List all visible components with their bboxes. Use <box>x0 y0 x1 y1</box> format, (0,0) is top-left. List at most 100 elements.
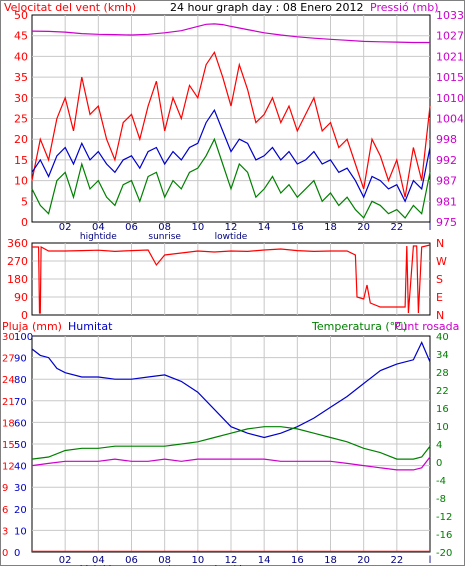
direction-compass-label: W <box>436 255 447 268</box>
temperature-y-tick-label: 10 <box>436 422 449 433</box>
temperature-x-tick-label: 08 <box>158 555 171 566</box>
humidity-y-tick-label: 80 <box>14 375 27 386</box>
direction-degree-label: 360 <box>7 237 28 250</box>
temperature-series-temperature <box>31 426 431 460</box>
pressure-y-ticks: 975 981 987 992 998 1004 1010 1015 1021 1027 1033 <box>436 9 464 229</box>
pressure-y-tick-label: 1010 <box>436 92 464 105</box>
wind-x-annotation: sunrise <box>148 232 181 242</box>
wind-series-avg <box>31 108 431 203</box>
wind-x-tick-label: 12 <box>225 222 238 233</box>
pressure-axis-title: Pressió (mb) <box>370 1 439 14</box>
chart-title: 24 hour graph day : 08 Enero 2012 <box>170 1 364 14</box>
temperature-x-tick-label: l <box>429 555 432 566</box>
direction-degree-label: 90 <box>14 291 28 304</box>
rain-y-tick-label: 18 <box>2 418 15 429</box>
wind-x-tick-label: 14 <box>258 222 271 233</box>
humidity-y-tick-label: 60 <box>14 418 27 429</box>
pressure-y-tick-label: 975 <box>436 216 457 229</box>
humidity-axis-title: Humitat <box>68 320 113 333</box>
rain-y-tick-label: 27 <box>2 354 15 365</box>
wind-y-tick-label: 20 <box>14 133 28 146</box>
wind-y-tick-label: 50 <box>14 9 28 22</box>
pressure-y-tick-label: 1015 <box>436 71 464 84</box>
direction-degree-label: 180 <box>7 273 28 286</box>
pressure-y-tick-label: 998 <box>436 133 457 146</box>
direction-compass-label: N <box>436 237 444 250</box>
temperature-y-tick-label: -20 <box>436 548 452 559</box>
wind-x-tick-label: 04 <box>92 222 105 233</box>
wind-left-axis-title: Velocitat del vent (kmh) <box>4 1 136 14</box>
temperature-y-tick-label: 34 <box>436 350 449 361</box>
direction-series-direction <box>32 244 431 314</box>
humidity-y-ticks: 0 10 20 30 40 50 60 70 80 90 100 <box>14 332 33 559</box>
temperature-x-tick-label: 18 <box>324 555 337 566</box>
temperature-y-tick-label: -4 <box>436 476 446 487</box>
temperature-y-tick-label: -8 <box>436 494 446 505</box>
direction-degree-label: 0 <box>21 309 28 322</box>
temperature-series-dewpoint <box>31 456 431 471</box>
temperature-y-tick-label: -12 <box>436 512 452 523</box>
wind-series-min <box>31 137 431 219</box>
wind-series-pressure <box>31 23 430 44</box>
direction-compass-label: N <box>436 309 444 322</box>
rain-y-ticks: 0 3 6 9 12 15 18 21 24 27 30 <box>2 332 15 559</box>
temperature-series <box>31 341 431 553</box>
direction-compass-label: S <box>436 273 443 286</box>
humidity-y-tick-label: 70 <box>14 397 27 408</box>
temperature-x-tick-label: 22 <box>390 555 403 566</box>
temperature-x-tick-label: 16 <box>291 555 304 566</box>
temperature-y-ticks: -20 -16 -12 -8 -4 0 4 10 16 22 28 34 40 <box>436 332 452 559</box>
wind-x-tick-label: 06 <box>125 222 138 233</box>
wind-y-tick-label: 10 <box>14 175 28 188</box>
wind-x-annotation: hightide <box>80 232 117 242</box>
temperature-y-tick-label: 16 <box>436 404 449 415</box>
temperature-y-tick-label: 22 <box>436 386 449 397</box>
temperature-y-tick-label: 4 <box>436 440 442 451</box>
rain-y-tick-label: 6 <box>2 505 8 516</box>
humidity-y-tick-label: 0 <box>14 548 20 559</box>
temperature-y-tick-label: 0 <box>436 458 442 469</box>
humidity-y-tick-label: 30 <box>14 483 27 494</box>
temperature-x-tick-label: 14 <box>258 555 271 566</box>
direction-degree-ticks: 0 90 180 270 360 <box>7 237 28 322</box>
wind-x-ticks: 02 04 06 08 10 12 14 16 18 20 22 l hightide sunrise lo… <box>59 222 432 242</box>
temperature-series-humidity <box>31 341 431 439</box>
pressure-y-tick-label: 1033 <box>436 9 464 22</box>
wind-y-tick-label: 45 <box>14 30 28 43</box>
rain-y-tick-label: 9 <box>2 483 8 494</box>
wind-pressure-panel: Velocitat del vent (kmh) 24 hour graph d… <box>4 1 464 242</box>
wind-x-tick-label: 22 <box>390 222 403 233</box>
pressure-y-tick-label: 992 <box>436 154 457 167</box>
dewpoint-axis-title: Punt rosada <box>394 320 459 333</box>
temperature-x-tick-label: 04 <box>92 555 105 566</box>
temperature-x-tick-label: 20 <box>357 555 370 566</box>
pressure-y-tick-label: 1021 <box>436 50 464 63</box>
humidity-y-tick-label: 40 <box>14 462 27 473</box>
pressure-y-tick-label: 981 <box>436 195 457 208</box>
wind-x-tick-label: 18 <box>324 222 337 233</box>
wind-y-tick-label: 30 <box>14 92 28 105</box>
wind-x-tick-label: 02 <box>59 222 72 233</box>
wind-y-tick-label: 35 <box>14 71 28 84</box>
wind-y-tick-label: 5 <box>21 195 28 208</box>
rain-y-tick-label: 0 <box>2 548 8 559</box>
wind-x-tick-label: 08 <box>158 222 171 233</box>
humidity-y-tick-label: 100 <box>14 332 33 343</box>
temperature-x-tick-label: 06 <box>125 555 138 566</box>
temperature-y-tick-label: 40 <box>436 332 449 343</box>
wind-y-tick-label: 40 <box>14 50 28 63</box>
humidity-temperature-panel: Pluja (mm) Humitat Temperatura (°C) Punt… <box>2 320 459 566</box>
wind-series-gust <box>31 50 431 198</box>
wind-y-tick-label: 0 <box>21 216 28 229</box>
wind-grid <box>32 15 430 222</box>
rain-y-tick-label: 24 <box>2 375 15 386</box>
direction-compass-label: E <box>436 291 443 304</box>
pressure-y-tick-label: 1004 <box>436 113 464 126</box>
rain-y-tick-label: 12 <box>2 462 15 473</box>
temperature-x-tick-label: 12 <box>225 555 238 566</box>
temperature-x-tick-label: 02 <box>59 555 72 566</box>
rain-y-tick-label: 21 <box>2 397 15 408</box>
